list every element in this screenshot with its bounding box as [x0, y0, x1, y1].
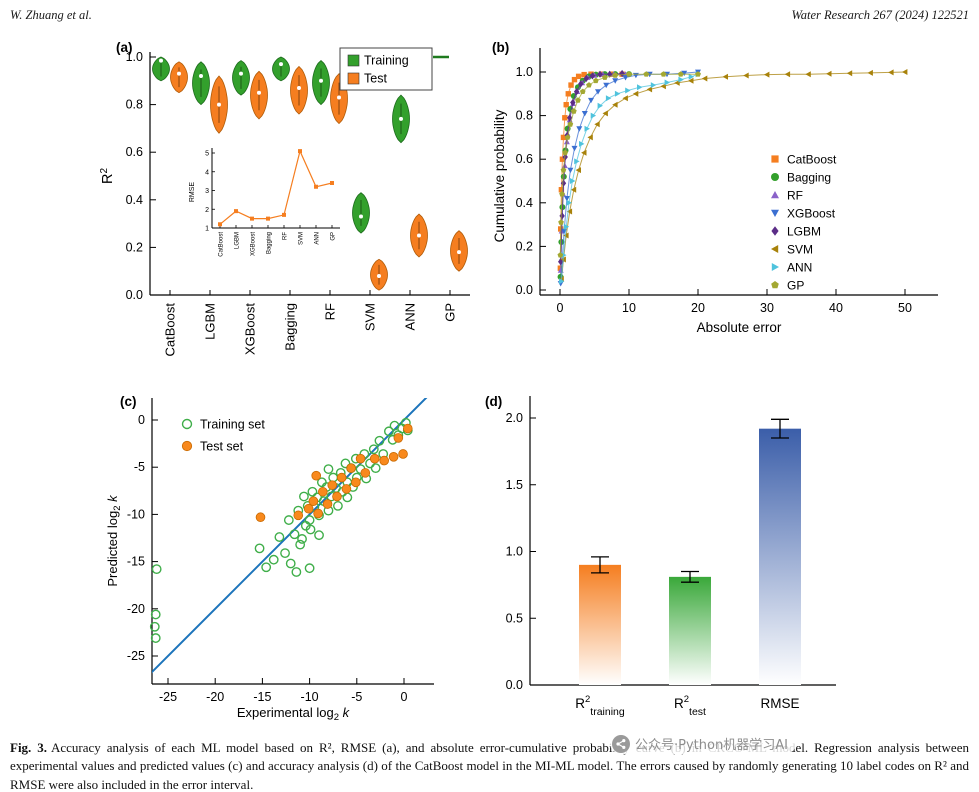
svg-text:4: 4	[205, 169, 209, 176]
svg-text:RF: RF	[323, 303, 338, 320]
svg-text:CatBoost: CatBoost	[163, 303, 178, 357]
caption-label: Fig. 3.	[10, 740, 47, 755]
svg-text:(c): (c)	[120, 394, 137, 409]
svg-text:LGBM: LGBM	[203, 303, 218, 340]
svg-text:0.6: 0.6	[516, 152, 533, 166]
svg-text:(b): (b)	[492, 40, 509, 55]
svg-text:2.0: 2.0	[506, 411, 523, 425]
svg-text:GP: GP	[787, 279, 804, 293]
svg-text:ANN: ANN	[403, 303, 418, 330]
svg-text:RMSE: RMSE	[189, 182, 196, 203]
svg-text:30: 30	[760, 301, 774, 315]
svg-text:-10: -10	[127, 507, 145, 521]
header-journal: Water Research 267 (2024) 122521	[791, 8, 969, 22]
svg-text:-25: -25	[127, 649, 145, 663]
svg-text:-25: -25	[159, 690, 177, 704]
svg-text:GP: GP	[331, 232, 337, 241]
panel-d: (d) 0.0 0.5 1.0 1.5 2.0 R2training R2test RMSE	[485, 394, 836, 718]
svg-text:-5: -5	[351, 690, 362, 704]
svg-text:0.4: 0.4	[126, 193, 143, 207]
svg-text:2: 2	[205, 207, 209, 214]
svg-text:0.0: 0.0	[126, 288, 143, 302]
header-authors: W. Zhuang et al.	[10, 8, 92, 22]
svg-text:Training: Training	[364, 54, 409, 68]
svg-text:ANN: ANN	[315, 232, 321, 245]
svg-text:R2: R2	[99, 168, 116, 184]
svg-text:(d): (d)	[485, 394, 502, 409]
svg-text:(a): (a)	[116, 40, 133, 55]
caption-text: Accuracy analysis of each ML model based…	[10, 740, 969, 792]
svg-text:-15: -15	[253, 690, 271, 704]
svg-text:LGBM: LGBM	[235, 232, 241, 249]
svg-text:-20: -20	[206, 690, 224, 704]
svg-text:XGBoost: XGBoost	[251, 232, 257, 256]
svg-text:RF: RF	[787, 189, 803, 203]
svg-text:0.0: 0.0	[516, 283, 533, 297]
panel-b: (b) 0.0 0.2 0.4 0.6 0.8 1.0 0 10 20 30 40 50 Cumulati…	[492, 40, 938, 335]
svg-text:0.5: 0.5	[506, 611, 523, 625]
svg-text:LGBM: LGBM	[787, 225, 821, 239]
svg-text:Absolute error: Absolute error	[697, 320, 782, 335]
svg-text:-10: -10	[301, 690, 319, 704]
svg-text:1: 1	[205, 226, 209, 233]
svg-text:XGBoost: XGBoost	[243, 303, 258, 355]
svg-text:0: 0	[401, 690, 408, 704]
svg-text:-5: -5	[134, 460, 145, 474]
svg-text:0.8: 0.8	[516, 109, 533, 123]
panel-c: (c)0-5-10-15-20-25-25 -20 -15 -10 -5 0Trainin…	[105, 394, 434, 723]
svg-text:R2training: R2training	[575, 694, 625, 718]
svg-text:Test: Test	[364, 72, 387, 86]
svg-text:1.5: 1.5	[506, 478, 523, 492]
svg-text:SVM: SVM	[363, 303, 378, 331]
svg-text:R2test: R2test	[674, 694, 706, 718]
svg-text:ANN: ANN	[787, 261, 812, 275]
svg-text:0.6: 0.6	[126, 145, 143, 159]
svg-text:0: 0	[138, 413, 145, 427]
svg-text:GP: GP	[443, 303, 458, 322]
svg-text:20: 20	[691, 301, 705, 315]
figure-caption: Fig. 3. Accuracy analysis of each ML mode…	[10, 739, 969, 792]
svg-text:0: 0	[557, 301, 564, 315]
svg-text:Bagging: Bagging	[267, 232, 273, 254]
svg-text:1.0: 1.0	[506, 545, 523, 559]
svg-text:50: 50	[898, 301, 912, 315]
panel-a: (a) 0.0 0.2 0.4 0.6 0.8 1.0 R2 CatBoost LGBM XGBoo…	[99, 40, 470, 356]
svg-text:Test set: Test set	[200, 440, 244, 454]
watermark-text: 公众号·Python机器学习AI	[635, 738, 788, 753]
share-icon	[612, 734, 630, 753]
svg-text:0.4: 0.4	[516, 196, 533, 210]
svg-text:RF: RF	[283, 232, 289, 240]
svg-text:Training set: Training set	[200, 418, 265, 432]
svg-text:0.2: 0.2	[126, 240, 143, 254]
svg-text:0.2: 0.2	[516, 239, 533, 253]
svg-text:5: 5	[205, 151, 209, 158]
svg-text:40: 40	[829, 301, 843, 315]
svg-text:XGBoost: XGBoost	[787, 207, 836, 221]
svg-text:CatBoost: CatBoost	[219, 232, 225, 257]
svg-text:0.8: 0.8	[126, 98, 143, 112]
svg-text:RMSE: RMSE	[760, 696, 799, 711]
svg-text:Experimental log2 k: Experimental log2 k	[237, 705, 351, 723]
svg-text:-15: -15	[127, 555, 145, 569]
svg-text:SVM: SVM	[299, 232, 305, 245]
svg-text:Bagging: Bagging	[787, 171, 831, 185]
svg-text:Predicted log2 k: Predicted log2 k	[105, 494, 123, 587]
svg-text:Bagging: Bagging	[283, 303, 298, 351]
svg-text:SVM: SVM	[787, 243, 813, 257]
svg-text:Cumulative probability: Cumulative probability	[492, 109, 507, 242]
svg-text:CatBoost: CatBoost	[787, 153, 837, 167]
svg-text:1.0: 1.0	[126, 50, 143, 64]
watermark: 公众号·Python机器学习AI	[610, 733, 796, 754]
svg-text:0.0: 0.0	[506, 678, 523, 692]
svg-text:1.0: 1.0	[516, 65, 533, 79]
svg-text:3: 3	[205, 188, 209, 195]
svg-text:10: 10	[622, 301, 636, 315]
svg-text:-20: -20	[127, 602, 145, 616]
